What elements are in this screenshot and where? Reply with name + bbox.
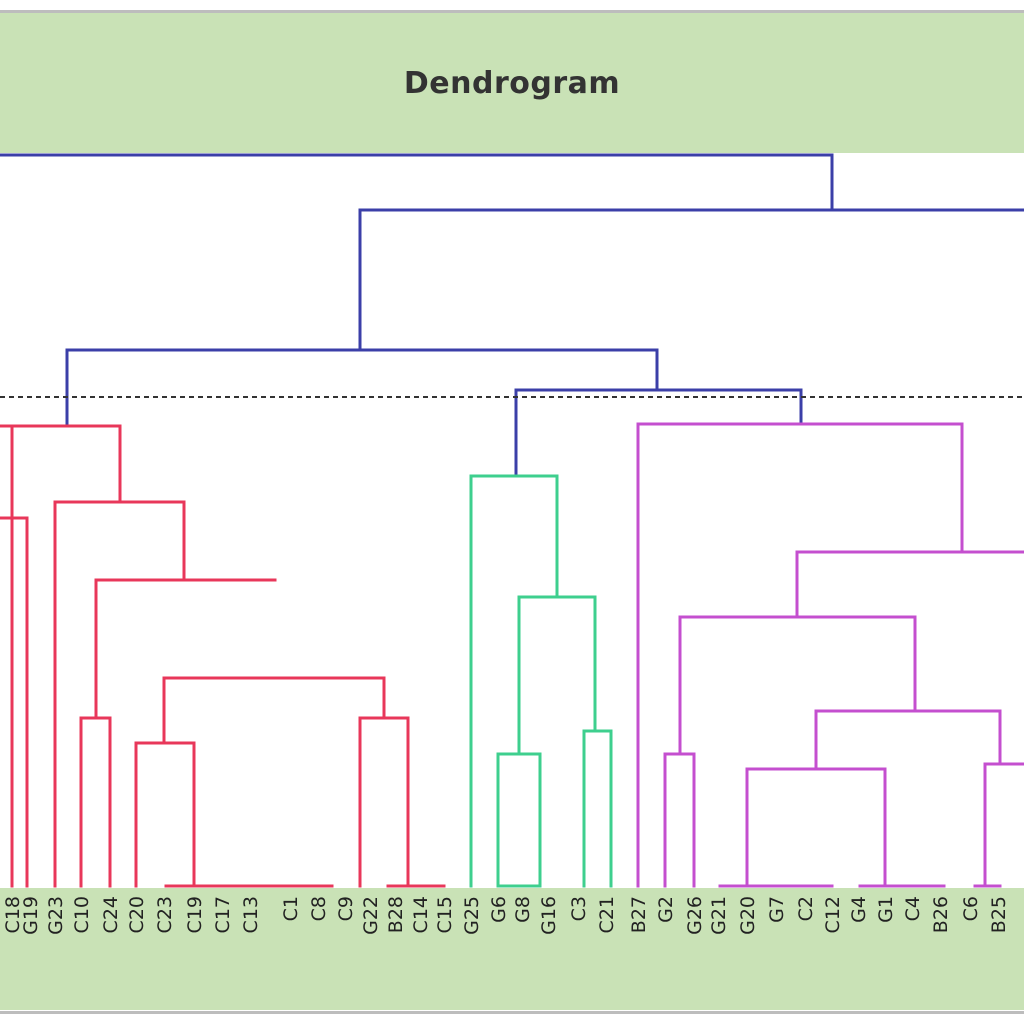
leaf-label: C10 — [71, 896, 93, 933]
leaf-label: C12 — [822, 896, 844, 933]
leaf-label: B27 — [628, 896, 650, 933]
leaf-label: G22 — [360, 896, 382, 935]
leaf-label: C20 — [126, 896, 148, 933]
leaf-label-bar — [0, 888, 1024, 1010]
leaf-label: G16 — [538, 896, 560, 935]
leaf-label: G7 — [766, 896, 788, 923]
leaf-label: C4 — [902, 896, 924, 921]
leaf-label: C19 — [184, 896, 206, 933]
leaf-label: C24 — [100, 896, 122, 933]
leaf-label: C9 — [335, 896, 357, 921]
leaf-label: C8 — [308, 896, 330, 921]
leaf-label: G23 — [45, 896, 67, 935]
leaf-label: G25 — [461, 896, 483, 935]
leaf-label: B28 — [385, 896, 407, 933]
leaf-label: C21 — [596, 896, 618, 933]
leaf-label: C23 — [154, 896, 176, 933]
chart-title: Dendrogram — [403, 65, 621, 101]
leaf-label: C2 — [795, 896, 817, 921]
leaf-label: C18 — [2, 896, 24, 933]
leaf-label: G8 — [512, 896, 534, 923]
leaf-label: G21 — [708, 896, 730, 935]
leaf-label: G4 — [848, 896, 870, 923]
leaf-label: G6 — [488, 896, 510, 923]
leaf-label: C1 — [280, 896, 302, 921]
leaf-label: B26 — [930, 896, 952, 933]
leaf-label: G1 — [875, 896, 897, 923]
leaf-label: C14 — [410, 896, 432, 933]
leaf-label: B25 — [988, 896, 1010, 933]
leaf-label: C15 — [434, 896, 456, 933]
leaf-label: G26 — [684, 896, 706, 935]
leaf-label: G19 — [20, 896, 42, 935]
leaf-label: C13 — [240, 896, 262, 933]
leaf-label: G20 — [737, 896, 759, 935]
leaf-label: C3 — [568, 896, 590, 921]
chart-frame — [0, 10, 1024, 1014]
title-bar: Dendrogram — [0, 13, 1024, 153]
leaf-label: C17 — [212, 896, 234, 933]
leaf-label: G2 — [655, 896, 677, 923]
leaf-label: C6 — [960, 896, 982, 921]
